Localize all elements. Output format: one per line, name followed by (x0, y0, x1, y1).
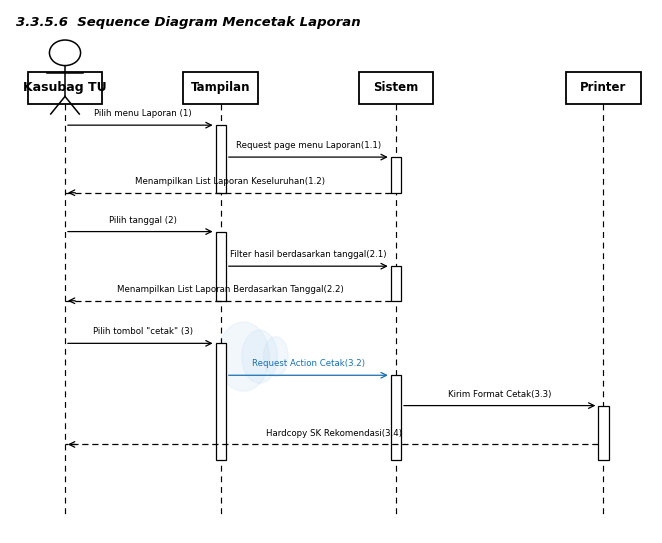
Text: Kirim Format Cetak(3.3): Kirim Format Cetak(3.3) (448, 390, 551, 399)
Text: Pilih tanggal (2): Pilih tanggal (2) (109, 216, 177, 225)
Text: Pilih menu Laporan (1): Pilih menu Laporan (1) (94, 109, 192, 118)
Bar (216, 231, 226, 301)
Bar (216, 125, 226, 193)
Text: Pilih tombol "cetak" (3): Pilih tombol "cetak" (3) (93, 327, 193, 337)
Bar (183, 72, 258, 104)
Bar (216, 343, 226, 460)
Ellipse shape (263, 337, 288, 377)
Text: Request page menu Laporan(1.1): Request page menu Laporan(1.1) (236, 141, 381, 150)
Bar (391, 375, 401, 460)
Text: Sistem: Sistem (373, 81, 418, 94)
Text: Filter hasil berdasarkan tanggal(2.1): Filter hasil berdasarkan tanggal(2.1) (230, 250, 387, 259)
Text: Hardcopy SK Rekomendasi(3.4): Hardcopy SK Rekomendasi(3.4) (266, 428, 402, 438)
Text: Kasubag TU: Kasubag TU (23, 81, 107, 94)
Text: Tampilan: Tampilan (191, 81, 250, 94)
Text: 3.3.5.6  Sequence Diagram Mencetak Laporan: 3.3.5.6 Sequence Diagram Mencetak Lapora… (17, 16, 361, 29)
Bar (391, 266, 401, 301)
Bar (391, 157, 401, 193)
Text: Menampilkan List Laporan Berdasarkan Tanggal(2.2): Menampilkan List Laporan Berdasarkan Tan… (117, 285, 344, 294)
Text: Menampilkan List Laporan Keseluruhan(1.2): Menampilkan List Laporan Keseluruhan(1.2… (136, 177, 326, 186)
Bar (566, 72, 641, 104)
Ellipse shape (242, 330, 277, 383)
Bar (28, 72, 103, 104)
Bar (359, 72, 433, 104)
Text: Printer: Printer (581, 81, 627, 94)
Text: Request Action Cetak(3.2): Request Action Cetak(3.2) (252, 359, 365, 368)
Bar (598, 406, 608, 460)
Ellipse shape (217, 322, 269, 391)
